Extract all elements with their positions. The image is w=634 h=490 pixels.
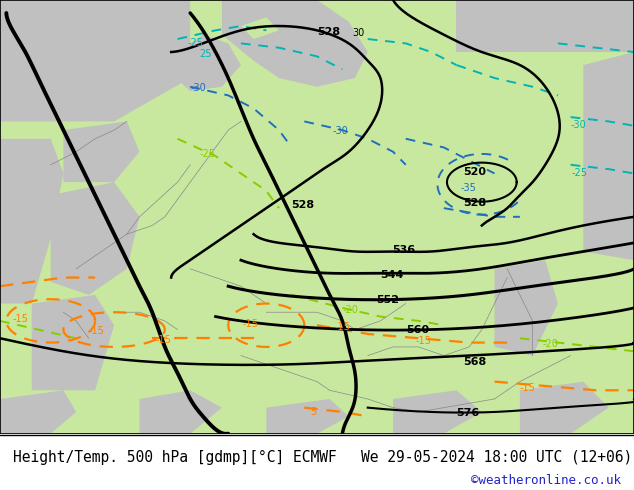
Polygon shape <box>51 182 139 295</box>
Text: -15: -15 <box>89 326 105 336</box>
Polygon shape <box>456 0 634 52</box>
Text: 576: 576 <box>456 408 480 418</box>
Text: 536: 536 <box>392 245 415 255</box>
Text: Height/Temp. 500 hPa [gdmp][°C] ECMWF: Height/Temp. 500 hPa [gdmp][°C] ECMWF <box>13 450 337 465</box>
Polygon shape <box>0 390 76 434</box>
Text: 560: 560 <box>406 325 429 335</box>
Polygon shape <box>32 295 114 390</box>
Polygon shape <box>241 17 279 39</box>
Text: -30: -30 <box>571 120 586 130</box>
Text: -25: -25 <box>187 38 203 48</box>
Polygon shape <box>146 44 184 78</box>
Polygon shape <box>63 122 139 182</box>
Polygon shape <box>520 382 609 434</box>
Text: 25: 25 <box>200 49 212 59</box>
Text: -15: -15 <box>242 319 258 329</box>
Polygon shape <box>266 399 349 434</box>
Text: -15: -15 <box>335 322 351 332</box>
Text: -20: -20 <box>342 305 358 315</box>
Text: -35: -35 <box>460 183 476 193</box>
Text: 568: 568 <box>463 357 486 367</box>
Text: 528: 528 <box>292 200 314 210</box>
Text: -15: -15 <box>13 314 29 324</box>
Text: 30: 30 <box>352 28 364 38</box>
Polygon shape <box>0 0 634 434</box>
Polygon shape <box>222 0 368 87</box>
Text: -25: -25 <box>572 168 588 178</box>
Polygon shape <box>0 0 190 122</box>
Text: -20: -20 <box>542 339 558 349</box>
Text: 544: 544 <box>380 270 404 279</box>
Text: 5: 5 <box>311 408 317 417</box>
Text: 528: 528 <box>317 26 340 37</box>
Text: 552: 552 <box>377 294 399 305</box>
Text: 528: 528 <box>463 198 486 208</box>
Text: We 29-05-2024 18:00 UTC (12+06): We 29-05-2024 18:00 UTC (12+06) <box>361 450 633 465</box>
Text: -15: -15 <box>155 336 171 345</box>
Polygon shape <box>171 35 241 91</box>
Polygon shape <box>393 390 482 434</box>
Text: -30: -30 <box>190 83 206 93</box>
Polygon shape <box>583 52 634 260</box>
Text: -15: -15 <box>415 336 431 346</box>
Text: 520: 520 <box>463 167 486 177</box>
Text: -30: -30 <box>333 125 349 136</box>
Polygon shape <box>139 390 222 434</box>
Polygon shape <box>495 260 558 356</box>
Text: ©weatheronline.co.uk: ©weatheronline.co.uk <box>471 474 621 488</box>
Text: -25: -25 <box>200 149 216 159</box>
Text: -15: -15 <box>520 383 536 393</box>
Polygon shape <box>0 139 63 304</box>
